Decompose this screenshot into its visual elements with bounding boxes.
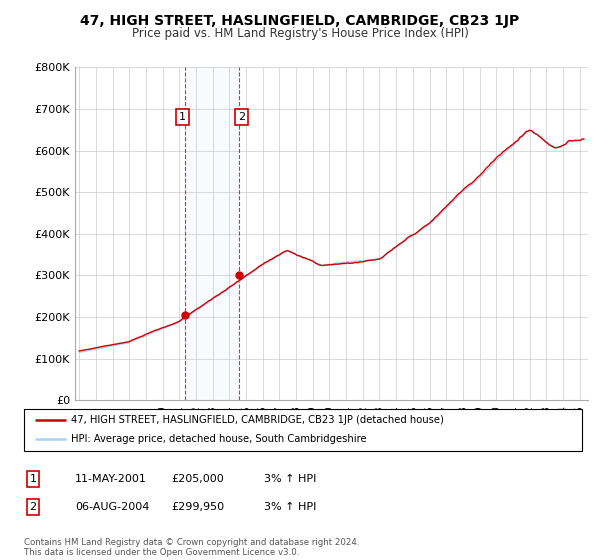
Text: 2: 2 xyxy=(29,502,37,512)
Text: 3% ↑ HPI: 3% ↑ HPI xyxy=(264,502,316,512)
Text: 1: 1 xyxy=(29,474,37,484)
Text: HPI: Average price, detached house, South Cambridgeshire: HPI: Average price, detached house, Sout… xyxy=(71,435,367,445)
Text: 3% ↑ HPI: 3% ↑ HPI xyxy=(264,474,316,484)
Text: Contains HM Land Registry data © Crown copyright and database right 2024.
This d: Contains HM Land Registry data © Crown c… xyxy=(24,538,359,557)
Text: 47, HIGH STREET, HASLINGFIELD, CAMBRIDGE, CB23 1JP: 47, HIGH STREET, HASLINGFIELD, CAMBRIDGE… xyxy=(80,14,520,28)
Text: 2: 2 xyxy=(238,112,245,122)
Text: £205,000: £205,000 xyxy=(171,474,224,484)
Text: 1: 1 xyxy=(179,112,186,122)
Text: 47, HIGH STREET, HASLINGFIELD, CAMBRIDGE, CB23 1JP (detached house): 47, HIGH STREET, HASLINGFIELD, CAMBRIDGE… xyxy=(71,415,445,425)
Text: 06-AUG-2004: 06-AUG-2004 xyxy=(75,502,149,512)
Text: 11-MAY-2001: 11-MAY-2001 xyxy=(75,474,147,484)
Text: £299,950: £299,950 xyxy=(171,502,224,512)
Bar xyxy=(185,67,239,400)
Text: Price paid vs. HM Land Registry's House Price Index (HPI): Price paid vs. HM Land Registry's House … xyxy=(131,27,469,40)
